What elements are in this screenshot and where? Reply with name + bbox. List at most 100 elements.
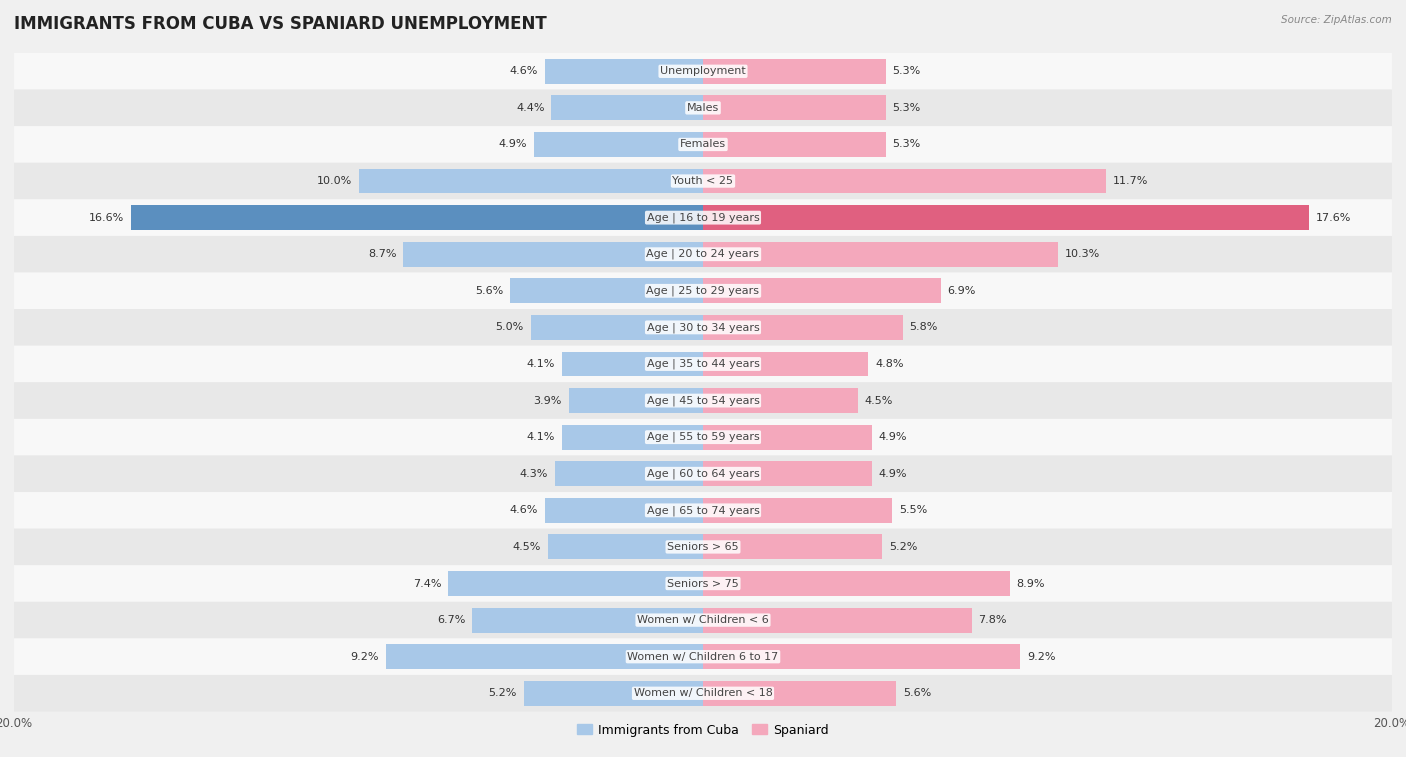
Text: Age | 45 to 54 years: Age | 45 to 54 years <box>647 395 759 406</box>
Bar <box>551 95 703 120</box>
Text: 9.2%: 9.2% <box>350 652 380 662</box>
Text: Age | 25 to 29 years: Age | 25 to 29 years <box>647 285 759 296</box>
Text: 4.4%: 4.4% <box>516 103 544 113</box>
FancyBboxPatch shape <box>14 199 1392 236</box>
Bar <box>544 59 703 84</box>
Text: Males: Males <box>688 103 718 113</box>
Text: Age | 16 to 19 years: Age | 16 to 19 years <box>647 213 759 223</box>
Bar <box>703 59 886 84</box>
Bar <box>531 315 703 340</box>
Bar <box>524 681 703 706</box>
Text: 4.1%: 4.1% <box>526 359 555 369</box>
Text: 10.3%: 10.3% <box>1064 249 1099 259</box>
Bar <box>544 498 703 523</box>
Bar <box>703 279 941 304</box>
Text: Women w/ Children 6 to 17: Women w/ Children 6 to 17 <box>627 652 779 662</box>
Text: 4.6%: 4.6% <box>509 67 537 76</box>
Text: 5.6%: 5.6% <box>903 688 931 698</box>
Text: 5.3%: 5.3% <box>893 103 921 113</box>
Text: 5.5%: 5.5% <box>900 506 928 516</box>
Bar <box>703 681 896 706</box>
Bar <box>359 169 703 194</box>
Text: Age | 35 to 44 years: Age | 35 to 44 years <box>647 359 759 369</box>
Bar <box>131 205 703 230</box>
Text: 17.6%: 17.6% <box>1316 213 1351 223</box>
FancyBboxPatch shape <box>14 419 1392 456</box>
Bar <box>534 132 703 157</box>
Bar <box>555 461 703 486</box>
FancyBboxPatch shape <box>14 89 1392 126</box>
Bar <box>703 644 1019 669</box>
Bar <box>703 425 872 450</box>
Text: 5.2%: 5.2% <box>889 542 917 552</box>
Text: 5.3%: 5.3% <box>893 67 921 76</box>
Bar <box>703 388 858 413</box>
Text: 5.2%: 5.2% <box>489 688 517 698</box>
Bar <box>703 461 872 486</box>
Text: 4.1%: 4.1% <box>526 432 555 442</box>
Text: 4.6%: 4.6% <box>509 506 537 516</box>
Text: 4.5%: 4.5% <box>865 396 893 406</box>
Text: Youth < 25: Youth < 25 <box>672 176 734 186</box>
Text: 4.9%: 4.9% <box>879 469 907 478</box>
Bar <box>562 351 703 376</box>
FancyBboxPatch shape <box>14 163 1392 199</box>
FancyBboxPatch shape <box>14 456 1392 492</box>
Text: 9.2%: 9.2% <box>1026 652 1056 662</box>
Text: Age | 55 to 59 years: Age | 55 to 59 years <box>647 432 759 442</box>
Bar <box>568 388 703 413</box>
Text: 4.5%: 4.5% <box>513 542 541 552</box>
FancyBboxPatch shape <box>14 309 1392 346</box>
FancyBboxPatch shape <box>14 382 1392 419</box>
Text: 5.0%: 5.0% <box>496 322 524 332</box>
Text: 16.6%: 16.6% <box>89 213 124 223</box>
Text: 3.9%: 3.9% <box>533 396 562 406</box>
Text: 7.4%: 7.4% <box>413 578 441 588</box>
Text: 4.8%: 4.8% <box>875 359 904 369</box>
FancyBboxPatch shape <box>14 675 1392 712</box>
FancyBboxPatch shape <box>14 528 1392 565</box>
FancyBboxPatch shape <box>14 126 1392 163</box>
Text: 8.7%: 8.7% <box>368 249 396 259</box>
Text: 5.8%: 5.8% <box>910 322 938 332</box>
Text: 8.9%: 8.9% <box>1017 578 1045 588</box>
Text: Age | 20 to 24 years: Age | 20 to 24 years <box>647 249 759 260</box>
Text: 10.0%: 10.0% <box>316 176 352 186</box>
Text: 6.7%: 6.7% <box>437 615 465 625</box>
FancyBboxPatch shape <box>14 565 1392 602</box>
Text: Seniors > 75: Seniors > 75 <box>666 578 740 588</box>
Text: Females: Females <box>681 139 725 149</box>
Text: 6.9%: 6.9% <box>948 286 976 296</box>
Text: 4.9%: 4.9% <box>879 432 907 442</box>
Bar <box>703 571 1010 596</box>
Bar <box>703 95 886 120</box>
Bar <box>703 498 893 523</box>
Bar <box>449 571 703 596</box>
Text: Seniors > 65: Seniors > 65 <box>668 542 738 552</box>
Bar <box>404 241 703 266</box>
Text: 4.9%: 4.9% <box>499 139 527 149</box>
FancyBboxPatch shape <box>14 492 1392 528</box>
Text: 5.6%: 5.6% <box>475 286 503 296</box>
Text: Age | 30 to 34 years: Age | 30 to 34 years <box>647 322 759 332</box>
FancyBboxPatch shape <box>14 346 1392 382</box>
FancyBboxPatch shape <box>14 602 1392 638</box>
Text: IMMIGRANTS FROM CUBA VS SPANIARD UNEMPLOYMENT: IMMIGRANTS FROM CUBA VS SPANIARD UNEMPLO… <box>14 15 547 33</box>
Bar <box>472 608 703 633</box>
FancyBboxPatch shape <box>14 236 1392 273</box>
FancyBboxPatch shape <box>14 273 1392 309</box>
Bar <box>562 425 703 450</box>
Bar <box>703 608 972 633</box>
Bar <box>510 279 703 304</box>
Text: Women w/ Children < 6: Women w/ Children < 6 <box>637 615 769 625</box>
Legend: Immigrants from Cuba, Spaniard: Immigrants from Cuba, Spaniard <box>572 718 834 742</box>
Text: Age | 65 to 74 years: Age | 65 to 74 years <box>647 505 759 516</box>
FancyBboxPatch shape <box>14 53 1392 89</box>
Bar <box>703 315 903 340</box>
Bar <box>548 534 703 559</box>
Text: Unemployment: Unemployment <box>661 67 745 76</box>
Text: Source: ZipAtlas.com: Source: ZipAtlas.com <box>1281 15 1392 25</box>
Bar <box>703 351 869 376</box>
Bar <box>703 205 1309 230</box>
FancyBboxPatch shape <box>14 638 1392 675</box>
